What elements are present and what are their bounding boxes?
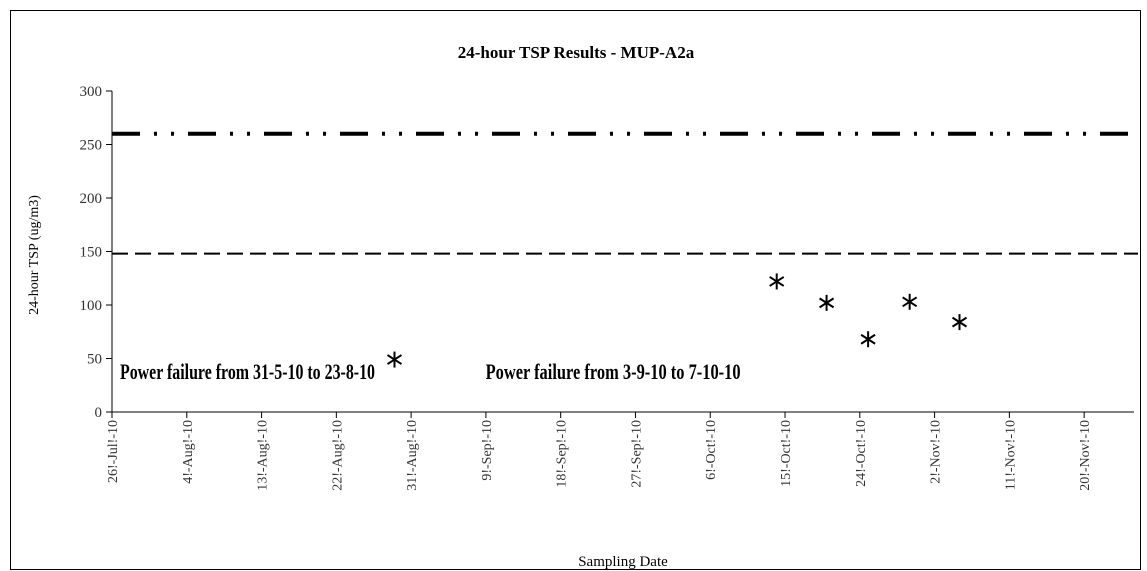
data-point [819, 294, 835, 311]
plot-area: 0 50 100 150 200 250 300 26!-Jul!-10 4!-Aug!-10 1… [80, 84, 1138, 491]
asterisk-stroke [386, 354, 403, 365]
y-tick-label: 150 [80, 245, 103, 261]
x-tick-label: 6!-Oct!-10 [704, 420, 719, 480]
data-point [902, 293, 918, 310]
data-point [769, 273, 785, 290]
tsp-chart: 24-hour TSP Results - MUP-A2a 24-hour TS… [27, 43, 1138, 570]
power-failure-annotation: Power failure from 31-5-10 to 23-8-10 [120, 359, 375, 384]
y-tick-label: 250 [80, 138, 103, 154]
asterisk-stroke [769, 276, 785, 287]
x-tick-label: 27!-Sep!-10 [629, 420, 644, 488]
power-failure-annotation: Power failure from 3-9-10 to 7-10-10 [486, 359, 741, 384]
y-tick-label: 300 [80, 84, 103, 100]
y-tick-label: 50 [87, 352, 102, 368]
chart-title: 24-hour TSP Results - MUP-A2a [458, 43, 695, 62]
x-tick-label: 13!-Aug!-10 [256, 420, 271, 491]
x-tick-label: 24!-Oct!-10 [854, 420, 869, 487]
y-tick-label: 100 [80, 298, 103, 314]
x-tick-label: 9!-Sep!-10 [480, 420, 495, 481]
chart-frame: 24-hour TSP Results - MUP-A2a 24-hour TS… [10, 10, 1141, 570]
x-axis-label: Sampling Date [578, 554, 668, 570]
x-tick-label: 15!-Oct!-10 [779, 420, 794, 487]
y-axis-label: 24-hour TSP (ug/m3) [27, 195, 42, 315]
asterisk-stroke [860, 333, 876, 345]
x-tick-label: 11!-Nov!-10 [1003, 420, 1018, 490]
x-tick-label: 4!-Aug!-10 [181, 420, 196, 484]
x-tick-label: 20!-Nov!-10 [1078, 420, 1093, 491]
x-tick-label: 18!-Sep!-10 [555, 420, 570, 488]
x-tick-label: 2!-Nov!-10 [929, 420, 944, 484]
data-point [386, 351, 403, 368]
x-tick-label: 22!-Aug!-10 [330, 420, 345, 491]
x-tick-label: 31!-Aug!-10 [405, 420, 420, 491]
asterisk-stroke [902, 296, 918, 308]
data-point [951, 314, 968, 331]
x-tick-label: 26!-Jul!-10 [106, 420, 121, 483]
asterisk-stroke [951, 316, 968, 328]
y-tick-label: 0 [95, 405, 103, 421]
data-point [860, 331, 876, 348]
asterisk-stroke [819, 297, 835, 309]
y-tick-label: 200 [80, 191, 103, 207]
